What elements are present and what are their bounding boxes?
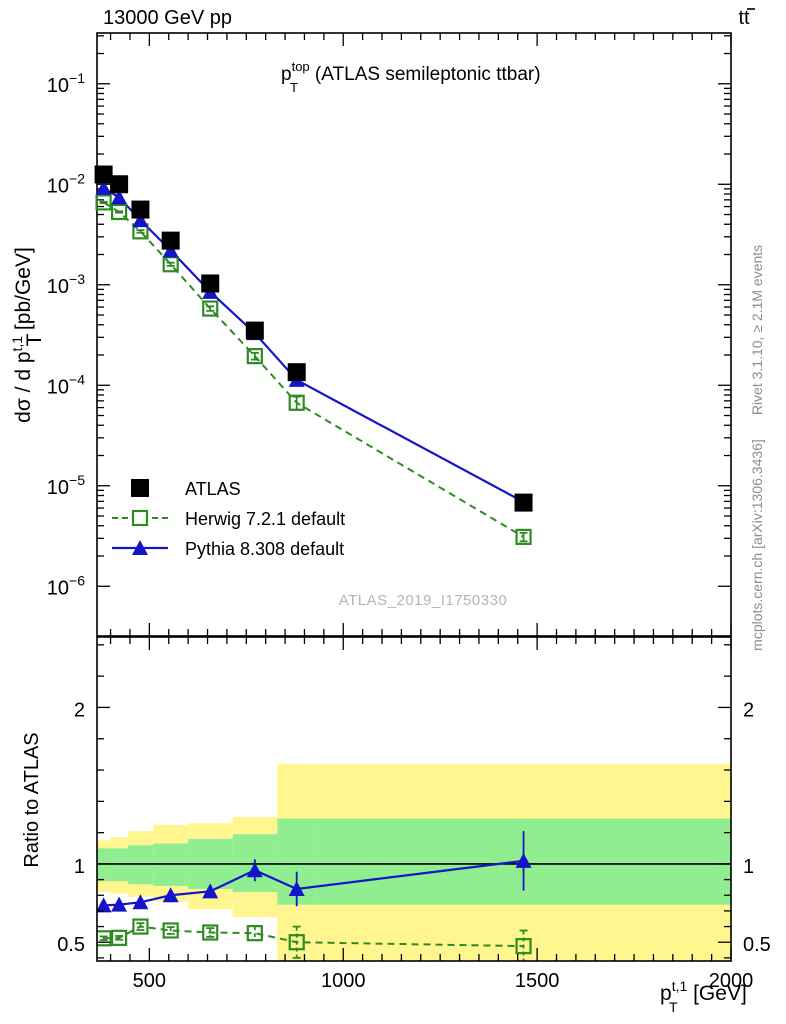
- legend-label: Pythia 8.308 default: [185, 539, 344, 559]
- herwig-ratio-marker: [97, 930, 112, 947]
- pythia-marker: [132, 212, 149, 228]
- ylabel-part-dsigma: dσ / d: [12, 363, 35, 423]
- ylabel-part-unit: [pb/GeV]: [12, 247, 35, 330]
- x-axis-label: pt,1 [GeV] T: [660, 978, 747, 1015]
- ylabel-part-p: p: [12, 351, 35, 363]
- herwig-ratio-marker: [288, 934, 305, 951]
- header-left-label: 13000 GeV pp: [103, 7, 232, 29]
- pythia-ratio-marker: [288, 881, 305, 896]
- xlabel-part-sup: t,1: [672, 978, 688, 994]
- main-ytick-label: 10−6: [47, 572, 85, 599]
- atlas-marker: [245, 321, 264, 340]
- atlas-marker: [161, 231, 180, 250]
- title-part-sup: top: [292, 59, 310, 74]
- ratio-ytick-label-left: 0.5: [57, 934, 85, 956]
- main-ytick-label: 10−2: [47, 170, 85, 197]
- atlas-marker: [131, 200, 150, 219]
- pythia-ratio-marker: [132, 894, 149, 910]
- pythia-ratio-marker: [202, 883, 219, 899]
- legend-marker-pythia: [132, 540, 148, 555]
- xlabel-part-sub: T: [669, 999, 678, 1015]
- main-ylabel: dσ / d pt,1 [pb/GeV] T: [9, 247, 46, 423]
- ratio-ytick-label-right: 0.5: [743, 934, 771, 956]
- main-ylabel-text: dσ / d pt,1 [pb/GeV]: [9, 247, 35, 423]
- pythia-ratio-marker: [111, 896, 128, 912]
- xlabel-text: pt,1 [GeV]: [660, 978, 747, 1005]
- herwig-ratio-marker: [246, 925, 263, 942]
- atlas-marker: [287, 363, 306, 382]
- herwig-marker: [95, 194, 112, 211]
- pythia-marker: [111, 189, 128, 205]
- ratio-ytick-label-left: 2: [74, 699, 85, 721]
- herwig-marker: [515, 528, 532, 545]
- atlas-marker: [514, 493, 533, 512]
- ylabel-part-sup: t,1: [9, 336, 25, 352]
- herwig-marker: [111, 203, 128, 221]
- x-tick-label: 1500: [515, 970, 560, 992]
- title-part-sub: T: [290, 80, 298, 95]
- herwig-marker: [202, 300, 219, 317]
- sidenote-bottom: mcplots.cern.ch [arXiv:1306.3436]: [749, 439, 765, 651]
- legend-marker-atlas: [131, 479, 149, 497]
- herwig-ratio-marker: [162, 922, 179, 939]
- main-ytick-label: 10−1: [47, 70, 85, 97]
- xlabel-part-p: p: [660, 982, 672, 1005]
- ratio-ylabel: Ratio to ATLAS: [21, 732, 43, 867]
- atlas-marker: [201, 274, 220, 293]
- ratio-frame: [96, 636, 732, 962]
- pythia-marker: [95, 179, 112, 195]
- ratio-plot-panel: 2 2 1 1 0.5 0.5 500 1000 1500 2000: [57, 636, 771, 992]
- x-tick-label: 500: [133, 970, 166, 992]
- main-ytick-label: 10−4: [47, 371, 85, 398]
- x-tick-label: 1000: [321, 970, 366, 992]
- pythia-ratio-marker: [97, 897, 112, 913]
- herwig-marker: [246, 348, 263, 365]
- herwig-marker: [288, 394, 305, 411]
- dataset-watermark: ATLAS_2019_I1750330: [339, 592, 508, 609]
- legend: ATLAS Herwig 7.2.1 default Pythia 8.308 de…: [112, 479, 345, 559]
- main-frame: [96, 32, 732, 637]
- xlabel-part-unit: [GeV]: [687, 982, 747, 1005]
- plot-title: ptop (ATLAS semileptonic ttbar) T: [281, 59, 541, 95]
- herwig-ratio-marker: [202, 924, 219, 941]
- ratio-series: [97, 831, 532, 961]
- herwig-ratio-marker: [111, 929, 128, 946]
- herwig-ratio-line: [103, 925, 524, 948]
- legend-label: Herwig 7.2.1 default: [185, 509, 345, 529]
- plot-title-text: ptop (ATLAS semileptonic ttbar): [281, 59, 541, 85]
- legend-marker-herwig: [131, 509, 149, 527]
- pythia-ratio-marker: [515, 852, 532, 868]
- atlas-marker: [94, 165, 113, 184]
- ratio-ytick-label-left: 1: [74, 856, 85, 878]
- legend-label: ATLAS: [185, 479, 241, 499]
- title-part-rest: (ATLAS semileptonic ttbar): [310, 64, 541, 85]
- title-part-p: p: [281, 64, 292, 85]
- main-plot-panel: 10−1 10−2 10−3 10−4 10−5 10−6: [47, 32, 732, 637]
- pythia-ratio-marker: [162, 887, 179, 903]
- ratio-ytick-label-right: 2: [743, 699, 754, 721]
- herwig-ratio-marker: [515, 938, 532, 955]
- herwig-ratio-marker: [132, 918, 149, 935]
- sidenote-top: Rivet 3.1.10, ≥ 2.1M events: [749, 245, 765, 415]
- pythia-marker: [162, 242, 179, 258]
- main-ytick-label: 10−5: [47, 472, 85, 499]
- header-right-text: tt: [738, 7, 750, 29]
- header-right-label: tt: [738, 7, 755, 29]
- pythia-ratio-marker: [246, 862, 263, 878]
- ylabel-part-sub: T: [23, 333, 46, 346]
- main-ytick-label: 10−3: [47, 271, 85, 298]
- atlas-marker: [110, 175, 129, 194]
- ratio-ytick-label-right: 1: [743, 856, 754, 878]
- x-tick-label: 2000: [709, 970, 754, 992]
